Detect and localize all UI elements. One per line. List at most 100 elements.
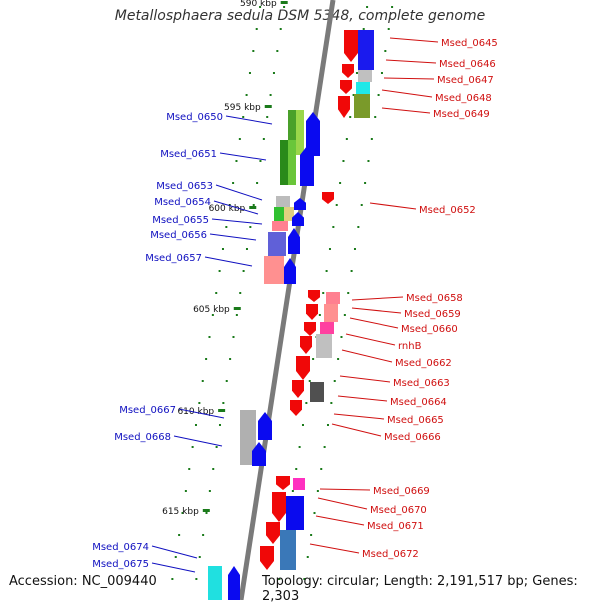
guide-dot — [328, 248, 331, 250]
guide-dot — [391, 6, 394, 8]
cog-blocks — [208, 30, 374, 600]
plus-gene-label: Msed_0650 — [166, 112, 223, 123]
minus-gene-arrow — [338, 96, 350, 118]
cog-block — [358, 30, 374, 70]
minus-gene-arrow — [340, 80, 352, 94]
guide-dot — [239, 292, 242, 294]
cog-block — [326, 292, 340, 304]
guide-dot — [313, 512, 316, 514]
guide-dot — [276, 50, 279, 52]
minus-leader-line — [331, 423, 382, 437]
guide-dot — [259, 160, 262, 162]
guide-dot — [387, 28, 390, 30]
plus-gene-label: Msed_0667 — [119, 405, 176, 416]
plus-gene-arrow — [284, 258, 296, 284]
minus-gene-arrow — [344, 30, 358, 62]
guide-dot — [352, 94, 355, 96]
cog-block — [358, 70, 372, 82]
guide-dot — [345, 138, 348, 140]
cog-block — [356, 82, 370, 94]
plus-gene-label: Msed_0675 — [92, 559, 149, 570]
minus-leader-line — [381, 89, 433, 98]
guide-dot — [305, 402, 308, 404]
cog-block — [288, 140, 296, 185]
guide-dot — [232, 336, 235, 338]
guide-dot — [225, 226, 228, 228]
plus-gene-arrow — [228, 566, 240, 600]
minus-gene-label: Msed_0671 — [367, 521, 424, 532]
cog-block — [208, 566, 222, 600]
plus-gene-label: Msed_0654 — [154, 197, 211, 208]
minus-gene-label: Msed_0647 — [437, 75, 494, 86]
guide-dot — [364, 182, 367, 184]
minus-leader-line — [385, 59, 437, 64]
minus-leader-line — [319, 488, 371, 491]
guide-dot — [248, 72, 251, 74]
guide-dot — [353, 248, 356, 250]
minus-gene-label: Msed_0665 — [387, 415, 444, 426]
guide-dot — [380, 72, 383, 74]
cog-block — [293, 478, 305, 490]
guide-dot — [221, 248, 224, 250]
minus-leader-line — [345, 333, 396, 346]
guide-dot — [316, 490, 319, 492]
cog-block — [280, 140, 288, 185]
guide-dot — [283, 6, 286, 8]
guide-dot — [326, 424, 329, 426]
guide-dot — [342, 160, 345, 162]
minus-gene-label: Msed_0662 — [395, 358, 452, 369]
minus-leader-line — [349, 317, 399, 329]
guide-dot — [266, 116, 269, 118]
guide-dot — [245, 248, 248, 250]
cog-block — [310, 382, 324, 402]
scale-tick — [218, 409, 226, 412]
guide-dot — [303, 578, 306, 580]
guide-dot — [360, 204, 363, 206]
guide-dot — [339, 182, 342, 184]
cog-block — [264, 256, 284, 284]
guide-dot — [171, 578, 174, 580]
gene-labels: Msed_0650 Msed_0651 Msed_0653 Msed_0654 Msed… — [92, 38, 498, 570]
guide-dot — [295, 468, 298, 470]
cog-block — [284, 207, 294, 221]
guide-dot — [350, 270, 353, 272]
plus-leader-line — [215, 184, 263, 201]
minus-gene-label: Msed_0646 — [439, 59, 496, 70]
guide-dot — [366, 6, 369, 8]
plus-gene-arrow — [288, 228, 300, 254]
minus-gene-arrow — [260, 546, 274, 570]
minus-gene-label: rnhB — [398, 341, 422, 352]
plus-gene-label: Msed_0653 — [156, 181, 213, 192]
guide-dot — [252, 50, 255, 52]
scale-label: 605 kbp — [193, 305, 230, 315]
scale-tick — [233, 307, 241, 310]
guide-dot — [357, 226, 360, 228]
plus-leader-line — [225, 115, 273, 125]
minus-gene-label: Msed_0645 — [441, 38, 498, 49]
minus-gene-arrow — [308, 290, 320, 302]
guide-dot — [174, 556, 177, 558]
plus-gene-label: Msed_0656 — [150, 230, 207, 241]
guide-dot — [218, 270, 221, 272]
minus-gene-arrow — [292, 380, 304, 398]
guide-dot — [325, 270, 328, 272]
plus-gene-label: Msed_0657 — [145, 253, 202, 264]
minus-leader-line — [309, 543, 360, 554]
guide-dot — [367, 160, 370, 162]
cog-block — [296, 110, 304, 155]
minus-leader-line — [333, 413, 385, 420]
minus-gene-arrow — [300, 336, 312, 354]
guide-dot — [222, 402, 225, 404]
minus-gene-label: Msed_0658 — [406, 293, 463, 304]
guide-dot — [225, 380, 228, 382]
guide-dot — [377, 94, 380, 96]
guide-dot — [242, 116, 245, 118]
guide-dot — [301, 424, 304, 426]
scale-tick — [249, 206, 257, 209]
guide-dot — [208, 490, 211, 492]
plus-gene-arrow — [300, 146, 314, 186]
guide-dot — [242, 270, 245, 272]
plus-gene-arrow — [294, 198, 306, 210]
minus-gene-label: Msed_0666 — [384, 432, 441, 443]
minus-gene-arrow — [306, 304, 318, 320]
